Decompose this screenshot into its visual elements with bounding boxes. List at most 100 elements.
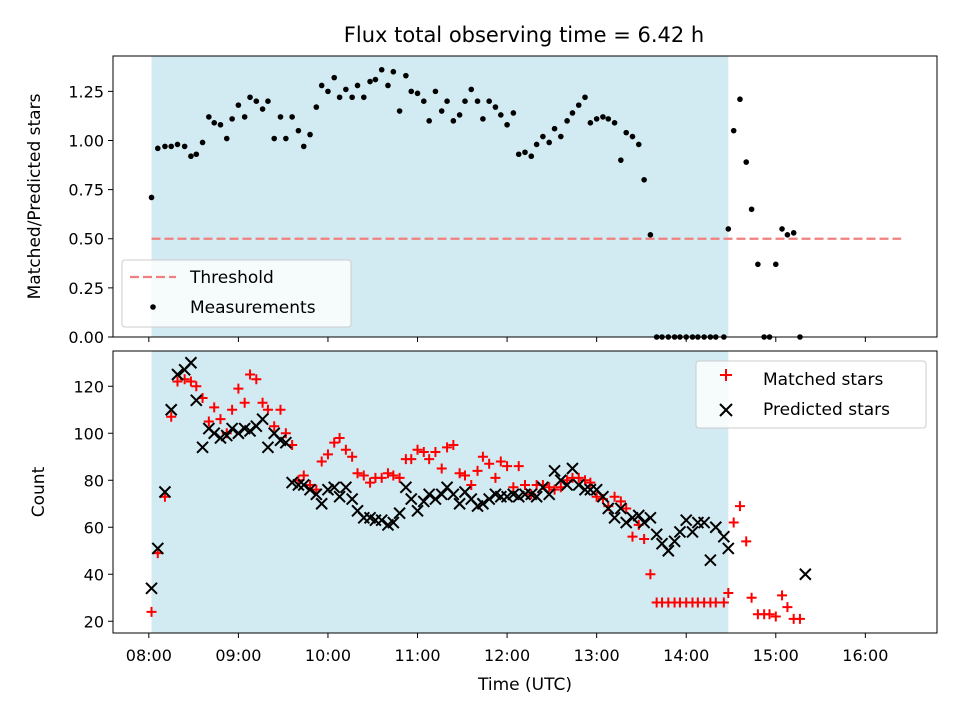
measurements-point xyxy=(217,121,224,128)
ratio-ytick-label: 0.25 xyxy=(68,279,104,298)
measurements-point xyxy=(271,135,278,142)
measurements-point xyxy=(564,118,570,124)
predicted-stars-point xyxy=(548,464,561,478)
ratio-legend: Threshold Measurements xyxy=(121,259,352,328)
matched-stars-point xyxy=(777,590,788,601)
xtick-label: 13:00 xyxy=(574,646,620,665)
measurements-point xyxy=(206,114,212,120)
measurements-point xyxy=(629,133,636,140)
predicted-stars-point xyxy=(476,497,490,510)
matched-stars-point xyxy=(418,447,429,458)
ratio-ytick-label: 1.25 xyxy=(68,82,104,101)
predicted-stars-point xyxy=(722,542,735,555)
matched-stars-point xyxy=(436,463,447,474)
measurements-point xyxy=(211,120,218,126)
measurements-point xyxy=(528,153,535,160)
predicted-stars-point xyxy=(417,495,430,508)
matched-stars-point xyxy=(770,611,781,622)
measurements-point xyxy=(432,88,439,95)
measurements-point xyxy=(408,88,415,95)
count-ytick-label: 120 xyxy=(73,377,104,396)
predicted-stars-point xyxy=(632,509,645,522)
predicted-stars-point xyxy=(668,535,681,548)
measurements-point xyxy=(154,145,161,152)
matched-stars-point xyxy=(166,411,177,422)
matched-stars-point xyxy=(627,531,638,542)
predicted-stars-point xyxy=(171,368,184,381)
measurements-point xyxy=(390,68,397,75)
matched-legend-swatch xyxy=(720,369,732,381)
matched-stars-point xyxy=(442,442,453,453)
matched-stars-point xyxy=(734,501,745,512)
measurements-point xyxy=(325,88,331,95)
measurements-point xyxy=(600,114,606,120)
matched-stars-point xyxy=(513,461,524,472)
measurements-point xyxy=(779,226,785,232)
measurements-point xyxy=(300,143,307,150)
measurements-point xyxy=(277,114,284,120)
predicted-stars-point xyxy=(453,497,466,510)
predicted-stars-point xyxy=(145,582,158,595)
measurements-point xyxy=(307,131,313,138)
matched-stars-point xyxy=(334,432,345,443)
predicted-stars-point xyxy=(387,516,400,529)
predicted-stars-point xyxy=(261,441,275,454)
matched-stars-point xyxy=(251,374,262,385)
matched-stars-point xyxy=(454,468,465,479)
measurements-point xyxy=(385,82,391,89)
predicted-stars-point xyxy=(297,478,310,492)
measurements-point xyxy=(647,232,654,238)
matched-stars-point xyxy=(172,376,183,387)
ratio-ytick-label: 0.00 xyxy=(68,328,104,347)
predicted-stars-point xyxy=(697,516,711,529)
measurements-point xyxy=(253,98,260,104)
measurements-point xyxy=(641,176,647,183)
ratio-ytick-label: 0.50 xyxy=(68,230,104,249)
predicted-stars-point xyxy=(208,427,221,440)
measurements-legend-label: Measurements xyxy=(190,298,316,318)
count-panel-frame xyxy=(112,350,938,634)
predicted-stars-point xyxy=(339,481,353,494)
measurements-point xyxy=(331,74,338,81)
count-ytick-label: 40 xyxy=(84,565,104,584)
matched-stars-point xyxy=(508,482,519,493)
predicted-stars-point xyxy=(608,511,621,525)
matched-stars-point xyxy=(615,496,626,507)
matched-stars-point xyxy=(477,451,488,462)
count-ytick-label: 20 xyxy=(84,612,104,631)
predicted-stars-point xyxy=(345,492,359,506)
measurements-point xyxy=(605,116,612,122)
measurements-point xyxy=(468,86,475,93)
matched-stars-point xyxy=(376,472,387,483)
measurements-point xyxy=(730,127,737,134)
count-ytick-label: 100 xyxy=(73,424,104,443)
predicted-stars-point xyxy=(399,481,413,494)
measurements-point xyxy=(546,139,552,146)
predicted-stars-point xyxy=(243,424,257,438)
predicted-stars-point xyxy=(566,462,579,475)
measurements-point xyxy=(515,151,522,158)
measurements-point xyxy=(743,159,750,165)
matched-stars-point xyxy=(794,613,805,624)
measurements-point xyxy=(168,143,175,150)
predicted-stars-point xyxy=(256,412,269,426)
measurements-point xyxy=(148,194,155,201)
matched-stars-point xyxy=(573,472,584,483)
matched-stars-point xyxy=(298,470,309,481)
matched-stars-point xyxy=(723,588,734,599)
predicted-stars-point xyxy=(578,483,592,496)
measurements-point xyxy=(725,226,732,232)
matched-stars-point xyxy=(406,454,417,465)
predicted-legend-label: Predicted stars xyxy=(763,400,890,420)
measurements-point xyxy=(349,94,355,101)
measurements-point xyxy=(587,120,594,126)
matched-stars-point xyxy=(741,536,752,547)
predicted-stars-point xyxy=(680,513,693,527)
measurements-point xyxy=(199,139,206,146)
chart-title: Flux total observing time = 6.42 h xyxy=(344,23,704,47)
predicted-stars-point xyxy=(435,488,448,501)
matched-stars-point xyxy=(430,447,441,458)
matched-stars-point xyxy=(227,404,238,415)
matched-stars-point xyxy=(146,606,157,617)
xtick-label: 09:00 xyxy=(215,646,261,665)
